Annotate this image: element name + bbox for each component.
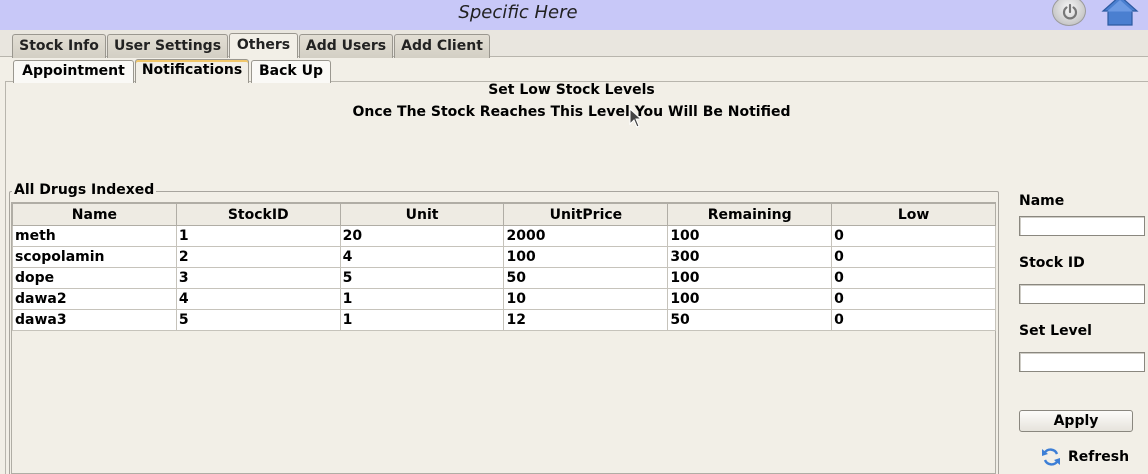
sub-tab-bar: Appointment Notifications Back Up — [5, 57, 1148, 83]
table-header-row: Name StockID Unit UnitPrice Remaining Lo… — [12, 203, 996, 226]
cell-unit: 20 — [339, 225, 505, 247]
cell-remaining: 300 — [667, 246, 833, 268]
column-header-low[interactable]: Low — [831, 203, 996, 226]
column-header-unitprice[interactable]: UnitPrice — [503, 203, 669, 226]
stock-id-label: Stock ID — [1019, 255, 1085, 271]
drugs-table-container: Name StockID Unit UnitPrice Remaining Lo… — [11, 202, 996, 474]
cell-name: scopolamin — [12, 246, 177, 268]
column-header-stockid[interactable]: StockID — [175, 203, 341, 226]
cell-unitprice: 50 — [503, 267, 669, 289]
name-label: Name — [1019, 193, 1065, 209]
power-icon — [1062, 3, 1078, 20]
mouse-cursor-icon — [629, 108, 643, 128]
cell-stockid: 2 — [175, 246, 341, 268]
cell-low: 0 — [831, 246, 996, 268]
cell-low: 0 — [831, 288, 996, 310]
cell-unitprice: 12 — [503, 309, 669, 331]
cell-unit: 1 — [339, 309, 505, 331]
tab-others[interactable]: Others — [229, 33, 298, 58]
tab-notifications[interactable]: Notifications — [135, 59, 249, 83]
cell-remaining: 50 — [667, 309, 833, 331]
title-bar: Specific Here — [0, 0, 1148, 30]
drugs-group-label: All Drugs Indexed — [12, 182, 157, 198]
apply-button[interactable]: Apply — [1019, 410, 1133, 432]
cell-name: dawa2 — [12, 288, 177, 310]
cell-unit: 1 — [339, 288, 505, 310]
tab-add-users[interactable]: Add Users — [299, 34, 393, 58]
notifications-panel — [5, 82, 1148, 474]
app-title: Specific Here — [458, 2, 578, 23]
cell-remaining: 100 — [667, 288, 833, 310]
page-title: Set Low Stock Levels — [488, 82, 655, 98]
cell-unitprice: 2000 — [503, 225, 669, 247]
cell-remaining: 100 — [667, 267, 833, 289]
tab-user-settings[interactable]: User Settings — [107, 34, 228, 58]
cell-stockid: 1 — [175, 225, 341, 247]
table-row[interactable]: dope 3 5 50 100 0 — [12, 267, 996, 289]
table-row[interactable]: dawa2 4 1 10 100 0 — [12, 288, 996, 310]
column-header-unit[interactable]: Unit — [339, 203, 505, 226]
drugs-table: Name StockID Unit UnitPrice Remaining Lo… — [12, 203, 996, 331]
cell-name: meth — [12, 225, 177, 247]
stock-id-field[interactable] — [1019, 284, 1145, 304]
set-level-field[interactable] — [1019, 352, 1145, 372]
drugs-group-box — [9, 191, 999, 474]
tab-back-up[interactable]: Back Up — [251, 60, 331, 83]
tab-appointment[interactable]: Appointment — [13, 60, 134, 83]
cell-stockid: 5 — [175, 309, 341, 331]
cell-unit: 5 — [339, 267, 505, 289]
cell-name: dawa3 — [12, 309, 177, 331]
home-icon — [1101, 0, 1139, 26]
cell-stockid: 3 — [175, 267, 341, 289]
tab-stock-info[interactable]: Stock Info — [12, 34, 106, 58]
table-row[interactable]: dawa3 5 1 12 50 0 — [12, 309, 996, 331]
cell-low: 0 — [831, 225, 996, 247]
table-row[interactable]: scopolamin 2 4 100 300 0 — [12, 246, 996, 268]
cell-unit: 4 — [339, 246, 505, 268]
main-tab-bar: Stock Info User Settings Others Add User… — [0, 30, 1148, 58]
cell-stockid: 4 — [175, 288, 341, 310]
cell-remaining: 100 — [667, 225, 833, 247]
refresh-icon — [1042, 448, 1060, 466]
page-subtitle: Once The Stock Reaches This Level You Wi… — [352, 104, 791, 120]
power-button[interactable] — [1052, 0, 1086, 26]
cell-low: 0 — [831, 267, 996, 289]
column-header-name[interactable]: Name — [12, 203, 177, 226]
name-field[interactable] — [1019, 216, 1145, 236]
cell-unitprice: 10 — [503, 288, 669, 310]
set-level-label: Set Level — [1019, 323, 1092, 339]
cell-unitprice: 100 — [503, 246, 669, 268]
cell-low: 0 — [831, 309, 996, 331]
cell-name: dope — [12, 267, 177, 289]
home-button[interactable] — [1101, 0, 1139, 26]
table-row[interactable]: meth 1 20 2000 100 0 — [12, 225, 996, 247]
tab-add-client[interactable]: Add Client — [394, 34, 490, 58]
refresh-label: Refresh — [1068, 449, 1130, 465]
column-header-remaining[interactable]: Remaining — [667, 203, 833, 226]
